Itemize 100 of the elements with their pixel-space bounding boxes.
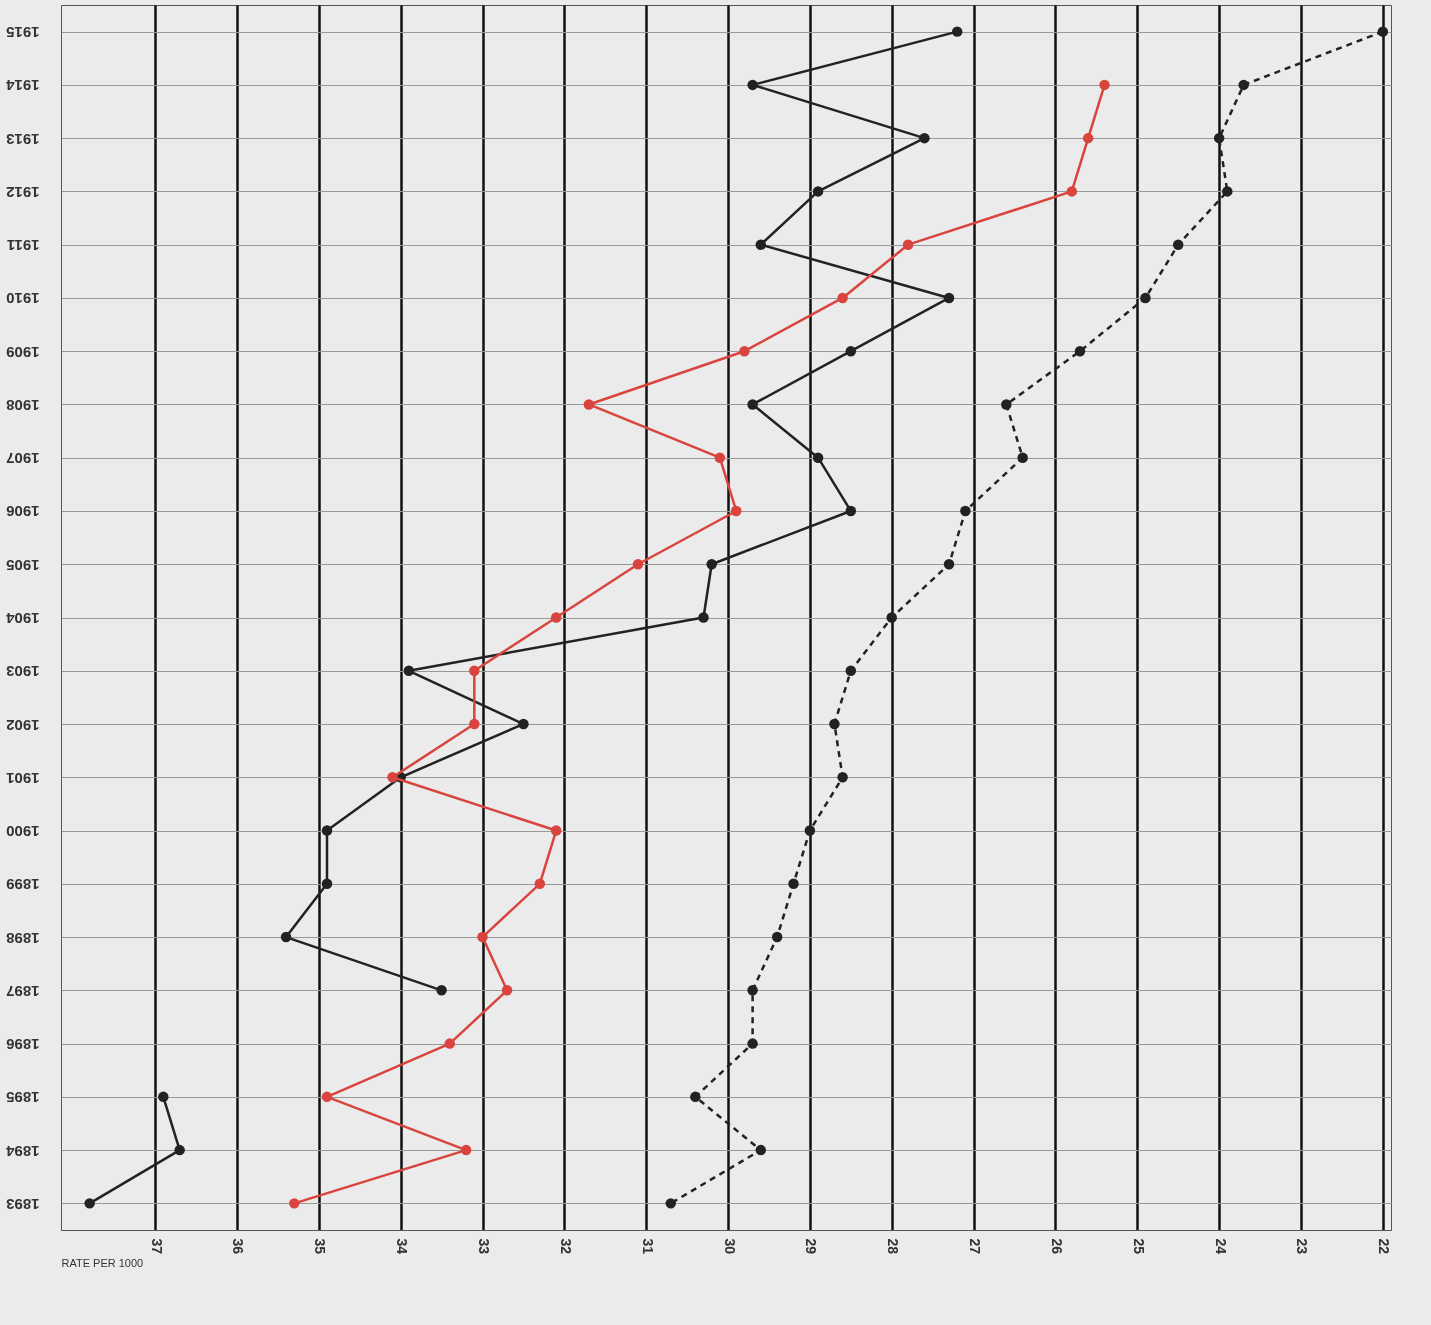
y-tick-label: 1893 [6,1195,40,1213]
point [845,665,857,676]
x-tick-label: 29 [803,1238,820,1255]
point [1213,132,1225,144]
point [632,559,644,570]
y-tick-label: 1905 [6,556,40,574]
x-tick-label: 27 [967,1238,984,1255]
y-tick-label: 1908 [6,396,40,414]
y-tick-label: 1913 [6,130,40,148]
x-tick-label: 28 [885,1238,902,1255]
y-tick-label: 1914 [5,77,40,95]
y-tick-label: 1915 [6,24,40,42]
y-tick-label: 1894 [5,1142,40,1160]
point [534,878,546,890]
point [469,718,480,730]
point [518,718,529,730]
y-tick-label: 1904 [5,610,40,627]
point [583,399,595,410]
point [158,1091,169,1103]
point [1222,186,1233,197]
point [730,505,742,517]
y-tick-label: 1899 [6,876,40,894]
point [960,505,971,517]
point [1377,26,1389,37]
x-tick-label: 32 [557,1238,574,1255]
x-tick-label: 30 [721,1238,738,1255]
point [460,1144,472,1156]
y-tick-label: 1898 [6,929,40,947]
point [1172,239,1184,250]
x-tick-label: 24 [1212,1238,1229,1255]
point [1074,345,1086,357]
y-tick-label: 1895 [6,1089,40,1107]
point [788,878,799,890]
point [289,1198,300,1209]
point [902,239,914,250]
point [550,825,562,836]
y-tick-label: 1900 [6,823,40,841]
x-tick-label: 31 [639,1238,656,1255]
point [444,1038,456,1049]
point [829,718,840,730]
point [919,132,930,144]
x-tick-label: 22 [1376,1238,1393,1255]
point [714,452,726,463]
x-tick-label: 36 [230,1238,247,1255]
point [321,825,333,836]
y-tick-label: 1896 [6,1036,40,1054]
point [174,1144,185,1156]
point [943,292,955,304]
point [84,1198,95,1209]
point [665,1198,676,1209]
point [845,345,857,357]
point [1140,292,1151,304]
point [698,612,709,623]
point [747,985,758,996]
x-tick-label: 34 [394,1238,411,1255]
point [403,665,415,676]
point [837,772,848,783]
y-tick-label: 1907 [6,450,40,468]
y-tick-label: 1910 [6,290,40,308]
point [1238,79,1249,91]
point [436,985,447,996]
y-tick-label: 1912 [6,183,40,201]
point [387,772,398,783]
point [1082,132,1094,144]
point [469,665,480,676]
point [1017,452,1028,463]
point [837,292,848,304]
point [845,505,857,517]
point [747,399,758,410]
y-tick-label: 1902 [6,716,40,734]
point [1001,399,1012,410]
point [321,1091,333,1103]
x-tick-label: 35 [312,1238,329,1255]
point [1099,79,1110,91]
x-tick-label: 33 [476,1238,493,1255]
point [321,878,333,890]
point [886,612,897,623]
point [771,931,783,943]
y-tick-label: 1906 [6,503,40,521]
point [501,985,513,996]
x-tick-label: 23 [1294,1238,1311,1255]
y-tick-label: 1903 [6,663,40,681]
point [739,345,750,357]
point [690,1091,701,1103]
point [943,559,955,570]
point [1066,186,1078,197]
point [755,1144,767,1156]
x-tick-label: 26 [1048,1238,1065,1255]
point [755,239,767,250]
point [951,26,963,37]
point [804,825,816,836]
point [477,931,488,943]
y-tick-label: 1897 [6,982,40,1000]
point [706,559,717,570]
x-axis-title: RATE PER 1000 [61,1257,144,1270]
point [812,452,824,463]
point [747,1038,758,1049]
point [812,186,824,197]
y-tick-label: 1911 [6,237,40,255]
x-tick-label: 25 [1130,1238,1147,1255]
